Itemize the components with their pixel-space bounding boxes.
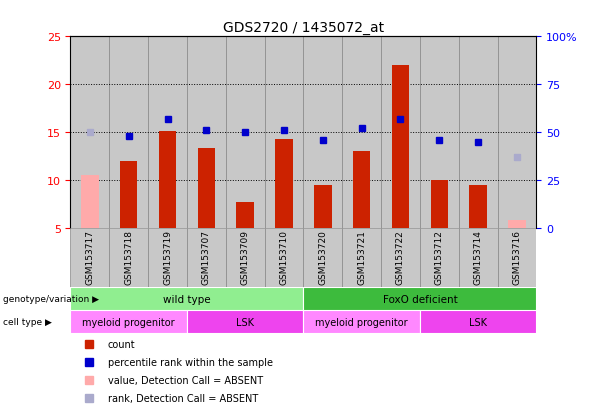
Text: myeloid progenitor: myeloid progenitor: [315, 317, 408, 327]
Text: genotype/variation ▶: genotype/variation ▶: [3, 294, 99, 304]
Bar: [303, 288, 536, 311]
Text: GSM153722: GSM153722: [396, 230, 405, 285]
Bar: [109, 228, 148, 288]
Text: GSM153710: GSM153710: [280, 230, 289, 285]
Text: count: count: [108, 339, 135, 349]
Text: cell type ▶: cell type ▶: [3, 317, 52, 326]
Bar: [226, 228, 265, 288]
Bar: [459, 37, 498, 228]
Text: GSM153720: GSM153720: [318, 230, 327, 285]
Bar: [226, 37, 265, 228]
Bar: [265, 228, 303, 288]
Bar: [70, 311, 187, 333]
Bar: [237, 202, 254, 228]
Bar: [381, 37, 420, 228]
Bar: [187, 228, 226, 288]
Text: GSM153719: GSM153719: [163, 230, 172, 285]
Bar: [70, 228, 109, 288]
Text: rank, Detection Call = ABSENT: rank, Detection Call = ABSENT: [108, 393, 258, 403]
Bar: [342, 228, 381, 288]
Text: GSM153721: GSM153721: [357, 230, 366, 285]
Bar: [197, 149, 215, 228]
Text: GSM153714: GSM153714: [474, 230, 482, 285]
Bar: [381, 228, 420, 288]
Bar: [314, 185, 332, 228]
Text: GSM153709: GSM153709: [241, 230, 249, 285]
Bar: [70, 288, 303, 311]
Bar: [275, 139, 293, 228]
Text: GSM153717: GSM153717: [85, 230, 94, 285]
Bar: [303, 37, 342, 228]
Bar: [120, 161, 137, 228]
Text: FoxO deficient: FoxO deficient: [383, 294, 457, 304]
Text: LSK: LSK: [236, 317, 254, 327]
Text: GSM153707: GSM153707: [202, 230, 211, 285]
Bar: [470, 185, 487, 228]
Bar: [420, 228, 459, 288]
Bar: [81, 176, 99, 228]
Bar: [303, 311, 420, 333]
Bar: [459, 228, 498, 288]
Bar: [187, 311, 303, 333]
Bar: [498, 37, 536, 228]
Bar: [353, 152, 370, 228]
Bar: [342, 37, 381, 228]
Text: wild type: wild type: [163, 294, 211, 304]
Bar: [70, 37, 109, 228]
Title: GDS2720 / 1435072_at: GDS2720 / 1435072_at: [223, 21, 384, 35]
Bar: [187, 37, 226, 228]
Bar: [148, 37, 187, 228]
Text: GSM153716: GSM153716: [512, 230, 522, 285]
Text: value, Detection Call = ABSENT: value, Detection Call = ABSENT: [108, 375, 263, 385]
Bar: [508, 221, 526, 228]
Bar: [159, 132, 177, 228]
Text: percentile rank within the sample: percentile rank within the sample: [108, 357, 273, 367]
Text: myeloid progenitor: myeloid progenitor: [82, 317, 175, 327]
Text: LSK: LSK: [469, 317, 487, 327]
Bar: [430, 180, 448, 228]
Text: GSM153718: GSM153718: [124, 230, 133, 285]
Bar: [420, 37, 459, 228]
Bar: [392, 66, 409, 228]
Bar: [148, 228, 187, 288]
Bar: [420, 311, 536, 333]
Bar: [498, 228, 536, 288]
Bar: [265, 37, 303, 228]
Bar: [109, 37, 148, 228]
Bar: [303, 228, 342, 288]
Text: GSM153712: GSM153712: [435, 230, 444, 285]
